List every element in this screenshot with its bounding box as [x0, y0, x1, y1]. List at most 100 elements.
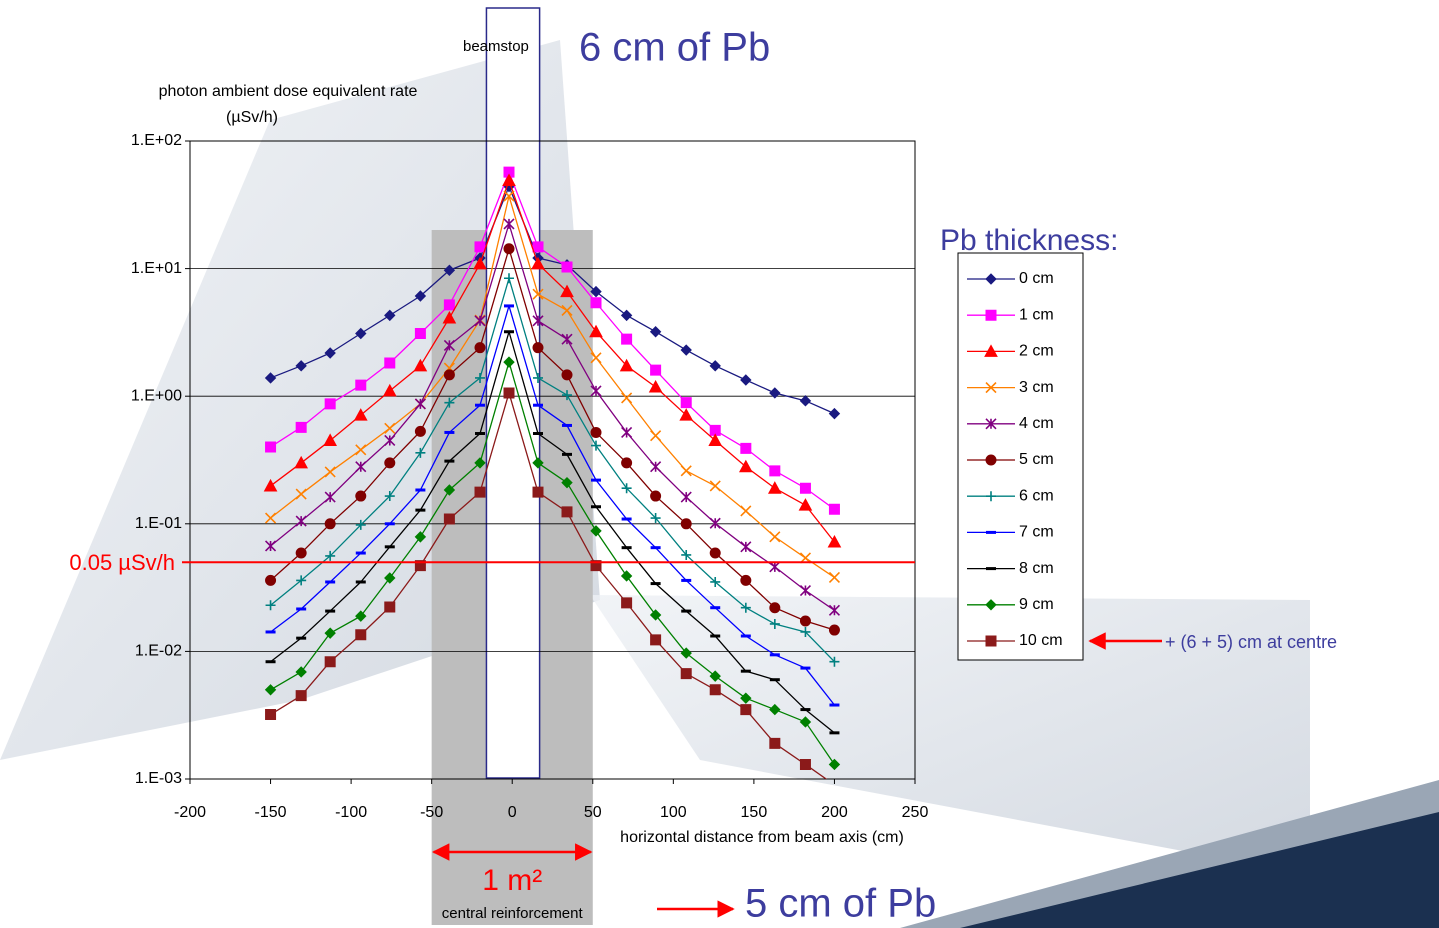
data-point: [264, 512, 277, 524]
data-point: [650, 490, 662, 502]
data-point: [590, 285, 602, 298]
data-point: [562, 390, 572, 401]
data-point: [621, 597, 633, 609]
data-point: [680, 647, 692, 659]
data-point: [443, 513, 455, 525]
data-point: [443, 339, 455, 351]
data-point: [710, 576, 721, 587]
legend-label: 6 cm: [1019, 487, 1054, 504]
data-point: [769, 703, 781, 716]
data-point: [414, 290, 427, 302]
area-label: 1 m²: [482, 864, 542, 897]
data-point: [442, 310, 457, 324]
data-point: [708, 433, 723, 446]
data-point: [414, 398, 426, 410]
data-point: [474, 315, 486, 327]
data-point: [443, 264, 456, 276]
data-point: [504, 273, 514, 284]
beamstop-label: beamstop: [463, 38, 529, 55]
data-point: [502, 173, 516, 187]
data-point: [769, 737, 781, 749]
beamstop-thickness: 6 cm of Pb: [579, 26, 770, 70]
data-point: [264, 540, 277, 552]
x-tick-label: 250: [902, 804, 929, 821]
data-point: [561, 369, 573, 381]
legend-label: 1 cm: [1019, 306, 1054, 323]
series-line: [270, 248, 835, 631]
y-tick-label: 1.E-02: [135, 643, 182, 660]
data-point: [414, 425, 426, 437]
data-point: [621, 426, 633, 439]
data-point: [680, 518, 692, 530]
data-point: [265, 574, 277, 586]
data-point: [561, 476, 573, 489]
legend-label: 8 cm: [1019, 560, 1054, 577]
data-point: [769, 531, 781, 543]
x-tick-label: -50: [420, 804, 443, 821]
data-point: [769, 465, 781, 477]
data-point: [531, 256, 545, 270]
data-point: [295, 690, 307, 702]
data-point: [382, 383, 397, 397]
data-point: [413, 358, 428, 372]
legend-label: 9 cm: [1019, 596, 1054, 613]
data-point: [503, 166, 515, 178]
data-point: [650, 634, 662, 646]
data-point: [325, 550, 336, 561]
data-point: [740, 505, 752, 517]
data-point: [324, 398, 336, 410]
data-point: [532, 457, 544, 469]
data-point: [709, 360, 721, 372]
legend-label: 10 cm: [1019, 632, 1063, 649]
x-tick-label: 150: [741, 804, 768, 821]
data-point: [503, 218, 515, 230]
data-point: [649, 326, 662, 338]
data-point: [355, 629, 367, 641]
data-point: [414, 328, 426, 340]
data-point: [827, 534, 842, 548]
data-point: [828, 624, 840, 636]
data-point: [295, 515, 307, 527]
data-point: [355, 444, 367, 456]
data-point: [769, 602, 781, 614]
data-point: [503, 190, 515, 202]
data-point: [740, 374, 752, 386]
data-point: [443, 484, 456, 496]
legend-label: 7 cm: [1019, 524, 1054, 541]
data-point: [353, 408, 368, 421]
reinforcement-thickness: 5 cm of Pb: [745, 882, 936, 926]
data-point: [295, 547, 307, 559]
data-point: [799, 758, 811, 770]
data-point: [324, 466, 336, 478]
data-point: [264, 372, 277, 384]
data-point: [828, 758, 841, 771]
data-point: [264, 684, 277, 696]
data-point: [650, 513, 661, 524]
legend-marker: [985, 309, 997, 321]
data-point: [532, 288, 544, 300]
x-tick-label: 50: [584, 804, 602, 821]
legend-marker: [984, 344, 998, 357]
data-point: [590, 385, 602, 397]
data-point: [560, 284, 574, 298]
data-point: [648, 379, 663, 393]
data-point: [621, 483, 632, 494]
data-point: [415, 447, 426, 458]
data-point: [503, 356, 515, 368]
data-point: [324, 627, 336, 639]
data-point: [590, 427, 602, 438]
data-point: [621, 333, 633, 345]
data-point: [384, 572, 396, 584]
data-point: [590, 297, 602, 309]
y-tick-label: 1.E+01: [131, 260, 182, 277]
data-point: [265, 709, 277, 721]
data-point: [829, 656, 840, 667]
data-point: [740, 442, 752, 454]
data-point: [384, 491, 395, 502]
data-point: [532, 241, 544, 253]
data-point: [265, 600, 276, 611]
threshold-label: 0.05 µSv/h: [69, 550, 175, 575]
data-point: [621, 392, 633, 404]
series-line: [270, 361, 835, 765]
y-tick-label: 1.E-03: [135, 770, 182, 787]
